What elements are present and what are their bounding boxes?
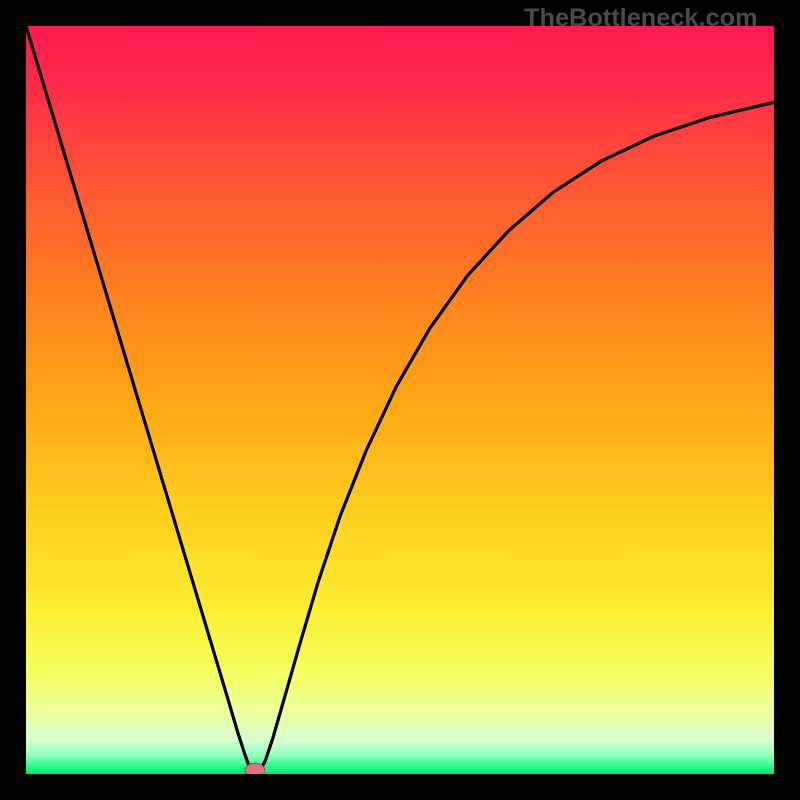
watermark-text: TheBottleneck.com	[524, 4, 758, 33]
plot-area	[26, 26, 774, 774]
gradient-chart	[26, 26, 774, 774]
chart-frame: TheBottleneck.com	[0, 0, 800, 800]
optimal-marker	[245, 763, 265, 774]
